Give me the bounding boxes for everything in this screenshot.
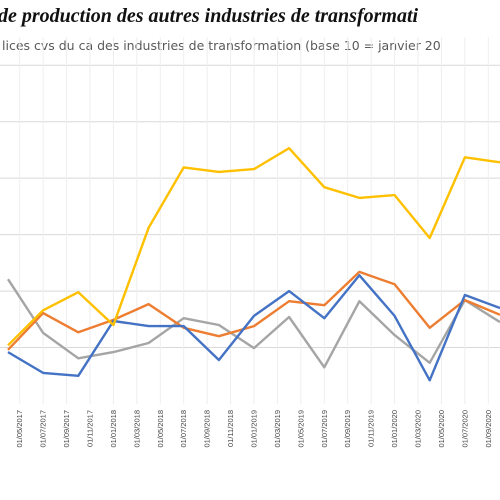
x-tick-label: 01/09/2020 (484, 410, 493, 448)
x-tick-label: 01/01/2018 (109, 410, 118, 448)
chart-subtitle: lices cvs du ca des industries de transf… (2, 38, 441, 53)
x-tick-label: 01/09/2019 (343, 410, 352, 448)
x-tick-label: 01/07/2019 (320, 410, 329, 448)
x-tick-label: 01/11/2018 (226, 410, 235, 447)
x-tick-label: 01/05/2017 (15, 410, 24, 448)
x-tick-label: 01/11/2017 (86, 410, 95, 447)
x-tick-label: 01/11/2019 (367, 410, 376, 447)
x-tick-label: 01/01/2020 (390, 410, 399, 448)
chart-title: de production des autres industries de t… (0, 5, 419, 27)
x-tick-label: 01/07/2018 (179, 410, 188, 448)
series-line (7, 274, 500, 382)
x-tick-label: 01/07/2020 (460, 410, 469, 448)
x-tick-label: 01/05/2020 (437, 410, 446, 448)
x-tick-label: 01/09/2017 (62, 410, 71, 448)
x-tick-label: 01/01/2019 (250, 410, 259, 448)
series-line (7, 270, 500, 351)
x-tick-label: 01/03/2019 (273, 410, 282, 448)
x-tick-label: 01/07/2017 (39, 410, 48, 448)
x-tick-label: 01/05/2018 (156, 410, 165, 448)
x-tick-label: 01/05/2019 (296, 410, 305, 448)
x-tick-label: 01/09/2018 (203, 410, 212, 448)
x-tick-label: 01/03/2020 (414, 410, 423, 448)
series-line (7, 147, 500, 347)
x-tick-label: 01/03/2018 (132, 410, 141, 448)
